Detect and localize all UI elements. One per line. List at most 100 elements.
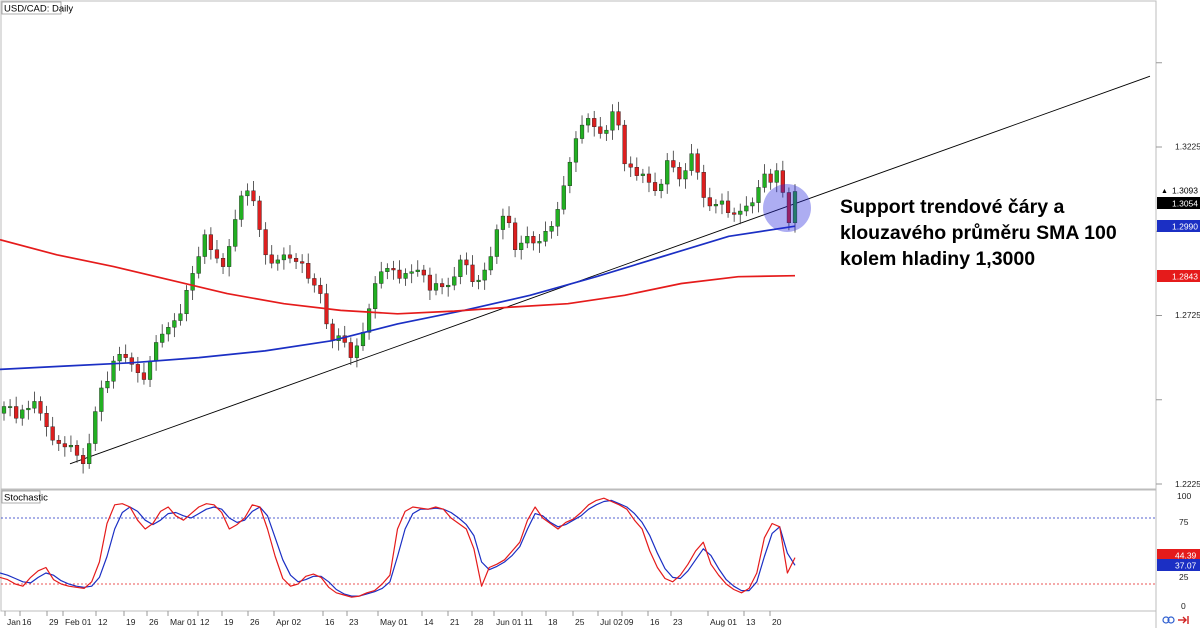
stoch-tick-label: 100: [1177, 491, 1191, 501]
candle-body: [385, 268, 390, 272]
highlight-circle: [763, 184, 811, 232]
candle-body: [604, 129, 609, 134]
candle-body: [99, 387, 104, 412]
candle-body: [415, 269, 420, 272]
candle-body: [561, 185, 566, 210]
bearish-candle: [646, 166, 652, 193]
prev-price-label: 1.3054: [1172, 199, 1198, 209]
candle-body: [227, 246, 232, 267]
x-tick-label: Mar 01: [170, 617, 197, 627]
x-tick-label: 12: [98, 617, 108, 627]
bullish-candle: [719, 193, 725, 215]
candle-body: [342, 335, 347, 343]
candle-body: [592, 118, 597, 127]
candle-body: [1, 406, 7, 414]
x-tick-label: 16: [22, 617, 32, 627]
candle-body: [20, 409, 25, 419]
candle-body: [525, 236, 530, 244]
bearish-candle: [707, 187, 712, 212]
bearish-candle: [440, 278, 445, 295]
candle-body: [123, 354, 128, 358]
candle-body: [646, 173, 652, 183]
candle-body: [403, 273, 408, 279]
x-tick-label: Aug 01: [710, 617, 737, 627]
bullish-candle: [586, 113, 591, 133]
bearish-candle: [780, 160, 785, 198]
candle-body: [519, 242, 524, 250]
candle-body: [659, 183, 664, 192]
bullish-candle: [482, 262, 487, 290]
bearish-candle: [14, 396, 19, 424]
bearish-candle: [123, 344, 128, 363]
candle-body: [379, 271, 384, 284]
candle-body: [178, 313, 183, 321]
bullish-candle: [738, 203, 743, 225]
bearish-candle: [695, 148, 700, 180]
exit-arrow-icon[interactable]: [1178, 616, 1189, 624]
candle-body: [172, 320, 177, 328]
candle-body: [488, 256, 493, 271]
bullish-candle: [494, 224, 499, 264]
candle-body: [482, 269, 487, 281]
x-tick-label: 26: [250, 617, 260, 627]
stochastic-title: Stochastic: [4, 493, 48, 504]
bullish-candle: [659, 179, 664, 199]
link-icon[interactable]: [1162, 616, 1175, 624]
bullish-candle: [239, 190, 244, 227]
x-tick-label: 14: [424, 617, 434, 627]
candle-body: [768, 173, 773, 183]
candle-body: [683, 170, 688, 180]
bearish-candle: [257, 195, 262, 237]
x-tick-label: 16: [325, 617, 335, 627]
bullish-candle: [713, 199, 718, 214]
candle-body: [579, 124, 585, 139]
candle-body: [652, 182, 658, 192]
candle-body: [707, 197, 712, 207]
bullish-candle: [105, 371, 110, 394]
bearish-candle: [300, 254, 305, 274]
candle-body: [610, 111, 615, 131]
stoch-d-badge: [1157, 559, 1200, 571]
candle-body: [774, 170, 779, 183]
candle-body: [287, 254, 293, 259]
bullish-candle: [184, 285, 189, 322]
bearish-candle: [214, 240, 220, 264]
candle-body: [245, 190, 250, 197]
bullish-candle: [415, 260, 420, 277]
sma100-badge: [1157, 220, 1200, 232]
bullish-candle: [573, 131, 579, 172]
candle-body: [166, 327, 171, 335]
sma100-line: [0, 225, 796, 371]
bearish-candle: [616, 101, 621, 131]
prev-price-badge: [1157, 197, 1200, 209]
bearish-candle: [38, 396, 43, 421]
x-tick-label: 29: [49, 617, 59, 627]
candle-body: [318, 284, 323, 294]
stoch-k-value: 44.39: [1175, 551, 1197, 561]
x-tick-label: 19: [224, 617, 234, 627]
bullish-candle: [281, 247, 286, 270]
bullish-candle: [665, 153, 670, 194]
candle-body: [555, 209, 560, 227]
bullish-candle: [488, 246, 493, 276]
bullish-candle: [561, 175, 566, 215]
stochastic-k-line: [0, 497, 796, 598]
candle-body: [537, 241, 542, 244]
bearish-candle: [44, 405, 49, 437]
candle-body: [531, 236, 536, 244]
bearish-candle: [312, 273, 317, 293]
bullish-candle: [111, 355, 116, 389]
bearish-candle: [135, 356, 140, 383]
candle-body: [354, 345, 359, 358]
x-tick-label: 12: [200, 617, 210, 627]
bullish-candle: [762, 164, 767, 193]
x-tick-label: 09: [624, 617, 634, 627]
bearish-candle: [427, 267, 433, 300]
x-tick-label: 18: [548, 617, 558, 627]
candle-body: [360, 332, 366, 347]
candle-body: [257, 200, 262, 230]
bearish-candle: [671, 150, 676, 173]
candle-body: [68, 445, 74, 448]
bearish-candle: [506, 206, 512, 228]
